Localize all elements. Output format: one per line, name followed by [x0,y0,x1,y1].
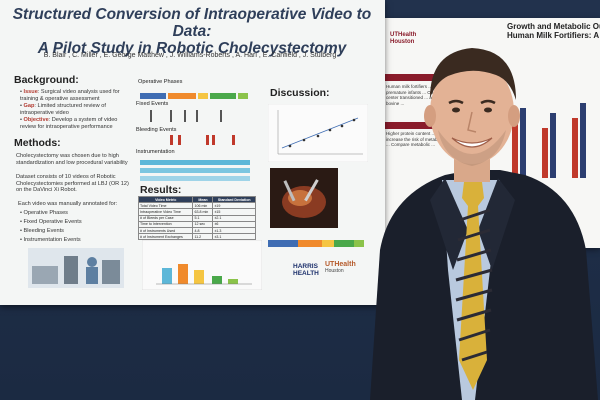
issue-text: : Surgical video analysis used for train… [20,89,120,102]
secondary-poster-title: Growth and Metabolic Outcomes ... Human … [507,22,600,40]
methods-list-item: • Bleeding Events [20,228,64,234]
objective-item: • Objective: Develop a system of video r… [20,117,118,130]
methods-paragraph-1: Cholecystectomy was chosen due to high s… [16,153,128,166]
gap-text: : Limited structured review of intraoper… [20,103,106,116]
objective-text: : Develop a system of video review for i… [20,117,118,130]
background-heading: Background: [14,74,79,86]
poster2-bar-chart [512,103,586,178]
issue-label: Issue [23,89,38,95]
poster2-text-block-2: Higher protein content ... increase the … [386,131,445,148]
discussion-heading: Discussion: [270,87,330,99]
harris-text: HARRIS [293,263,318,270]
methods-list-item: • Instrumentation Events [20,237,81,243]
phase-bar [140,93,166,99]
table-cell: # of Instrument Exchanges [137,233,194,241]
instrument-bar [140,176,250,181]
fixed-events-marks [150,110,222,122]
phase-bar [238,93,248,99]
table-cell: 11.2 [192,233,214,241]
uthealth-text: UTHealth [325,261,356,268]
instrument-bar [140,160,250,165]
methods-list-item: • Fixed Operative Events [20,219,82,225]
logo-text-2: Houston [390,39,415,45]
discussion-scatter-plot [268,104,368,162]
issue-item: • Issue: Surgical video analysis used fo… [20,89,120,102]
poster-authors: B. Blair , C. Miller , E. George Matthew… [43,52,337,59]
operative-phases-label: Operative Phases [138,79,183,85]
phase-bar [210,93,236,99]
houston-text: Houston [325,268,344,274]
phase-bar [198,93,208,99]
table-row: # of Instrument Exchanges 11.2 ±3.1 [137,233,256,241]
methods-paragraph-2: Dataset consists of 10 videos of Robotic… [16,174,129,194]
methods-heading: Methods: [14,137,61,149]
methods-list-item: • Operative Phases [20,210,68,216]
health-text: HEALTH [293,270,319,277]
results-heading: Results: [140,184,182,196]
instrumentation-label: Instrumentation [136,149,175,155]
methods-paragraph-3: Each video was manually annotated for: [18,201,118,207]
uthealth-houston-logo: UTHealth Houston [325,261,356,274]
gap-label: Gap [23,103,35,109]
logo-text: UTHealth [390,32,417,38]
methods-list-text: Bleeding Events [23,228,64,234]
fixed-events-label: Fixed Events [136,101,169,107]
presenter-person [370,48,598,400]
gap-item: • Gap: Limited structured review of intr… [20,103,106,116]
methods-list-text: Instrumentation Events [23,237,81,243]
operating-room-image [28,248,124,288]
table-cell: ±3.1 [212,233,256,241]
poster2-band [382,74,442,81]
methods-list-text: Fixed Operative Events [23,219,82,225]
title-line-2: A Pilot Study in Robotic Cholecystectomy [37,40,347,57]
main-poster: Structured Conversion of Intraoperative … [0,0,385,305]
title-line-1: Structured Conversion of Intraoperative … [12,6,372,40]
bleeding-events-label: Bleeding Events [136,127,177,133]
objective-label: Objective [23,117,49,123]
poster2-text-block: Human milk fortifiers ... premature infa… [386,84,446,106]
phase-bar [168,93,196,99]
results-bar-chart [142,240,262,290]
bleeding-events-marks [170,135,235,145]
instrument-bar [140,168,250,173]
surgical-video-image [270,168,338,228]
poster-title: Structured Conversion of Intraoperative … [8,6,376,57]
uthealth-logo: UTHealth Houston [390,32,420,68]
harris-health-logo: HARRIS HEALTH [293,263,319,277]
results-table: Video Metric Mean Standard Deviation Tot… [137,195,256,241]
phase-legend-strip [268,240,364,247]
poster2-band-2 [382,122,442,129]
methods-list-text: Operative Phases [23,210,68,216]
